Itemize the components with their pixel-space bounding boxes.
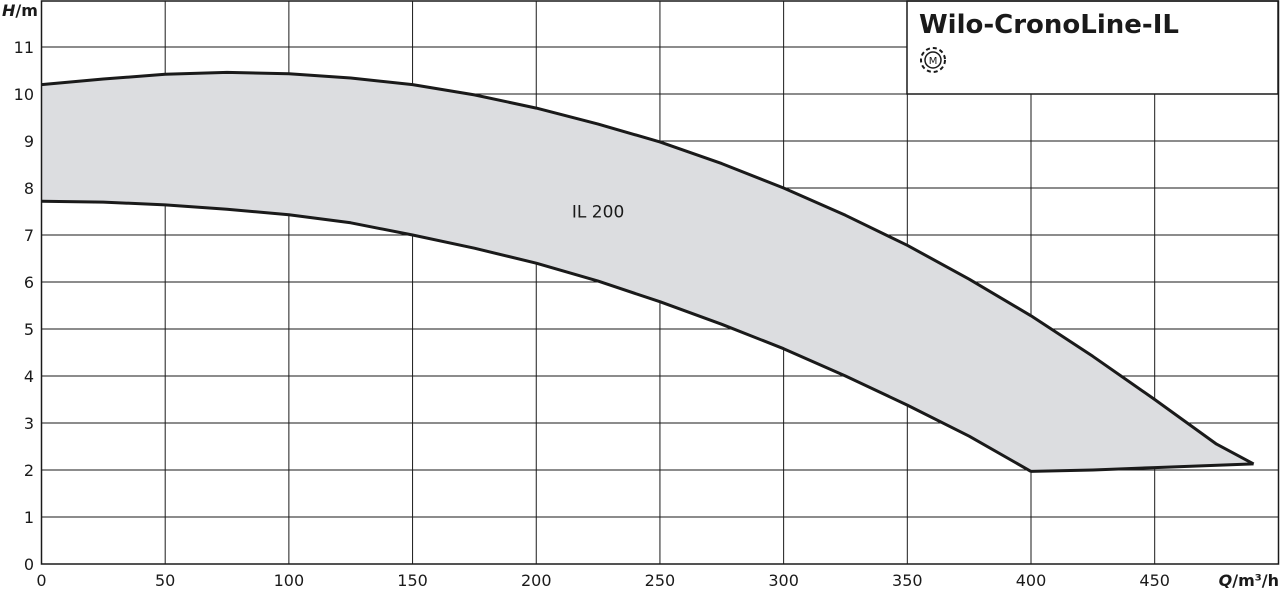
x-tick-label: 350 [892, 571, 923, 590]
series-area-fill [41, 72, 1254, 472]
x-tick-label: 0 [36, 571, 46, 590]
y-tick-label: 3 [24, 414, 34, 433]
y-tick-label: 0 [24, 555, 34, 574]
min-speed-curve [41, 199, 1032, 473]
motor-symbol-icon: M [920, 47, 946, 73]
svg-text:M: M [929, 56, 938, 67]
y-tick-label: 6 [24, 273, 34, 292]
min-head-edge [1030, 462, 1254, 473]
x-tick-label: 250 [645, 571, 676, 590]
y-tick-labels: 0 1 2 3 4 5 6 7 8 9 10 11 [14, 38, 34, 574]
x-tick-label: 50 [155, 571, 175, 590]
y-tick-label: 9 [24, 132, 34, 151]
y-tick-label: 1 [24, 508, 34, 527]
x-tick-label: 450 [1139, 571, 1170, 590]
chart-title: Wilo-CronoLine-IL [919, 10, 1179, 40]
title-box: Wilo-CronoLine-IL M [906, 0, 1279, 95]
x-tick-label: 100 [274, 571, 305, 590]
y-tick-label: 5 [24, 320, 34, 339]
x-tick-labels: 0 50 100 150 200 250 300 350 400 450 [36, 571, 1170, 590]
y-tick-label: 11 [14, 38, 34, 57]
y-tick-label: 4 [24, 367, 34, 386]
x-axis-label: Q/m³/h [1219, 571, 1279, 590]
y-tick-label: 8 [24, 179, 34, 198]
y-tick-label: 7 [24, 226, 34, 245]
x-tick-label: 400 [1016, 571, 1047, 590]
performance-area: IL 200 [41, 70, 1255, 473]
x-tick-label: 300 [768, 571, 799, 590]
x-tick-label: 150 [397, 571, 428, 590]
plot-frame [40, 0, 1280, 565]
y-axis-label: H/m [2, 1, 38, 20]
y-tick-label: 10 [14, 85, 34, 104]
max-speed-curve [41, 70, 1255, 466]
series-label: IL 200 [572, 203, 624, 223]
x-tick-label: 200 [521, 571, 552, 590]
y-tick-label: 2 [24, 461, 34, 480]
